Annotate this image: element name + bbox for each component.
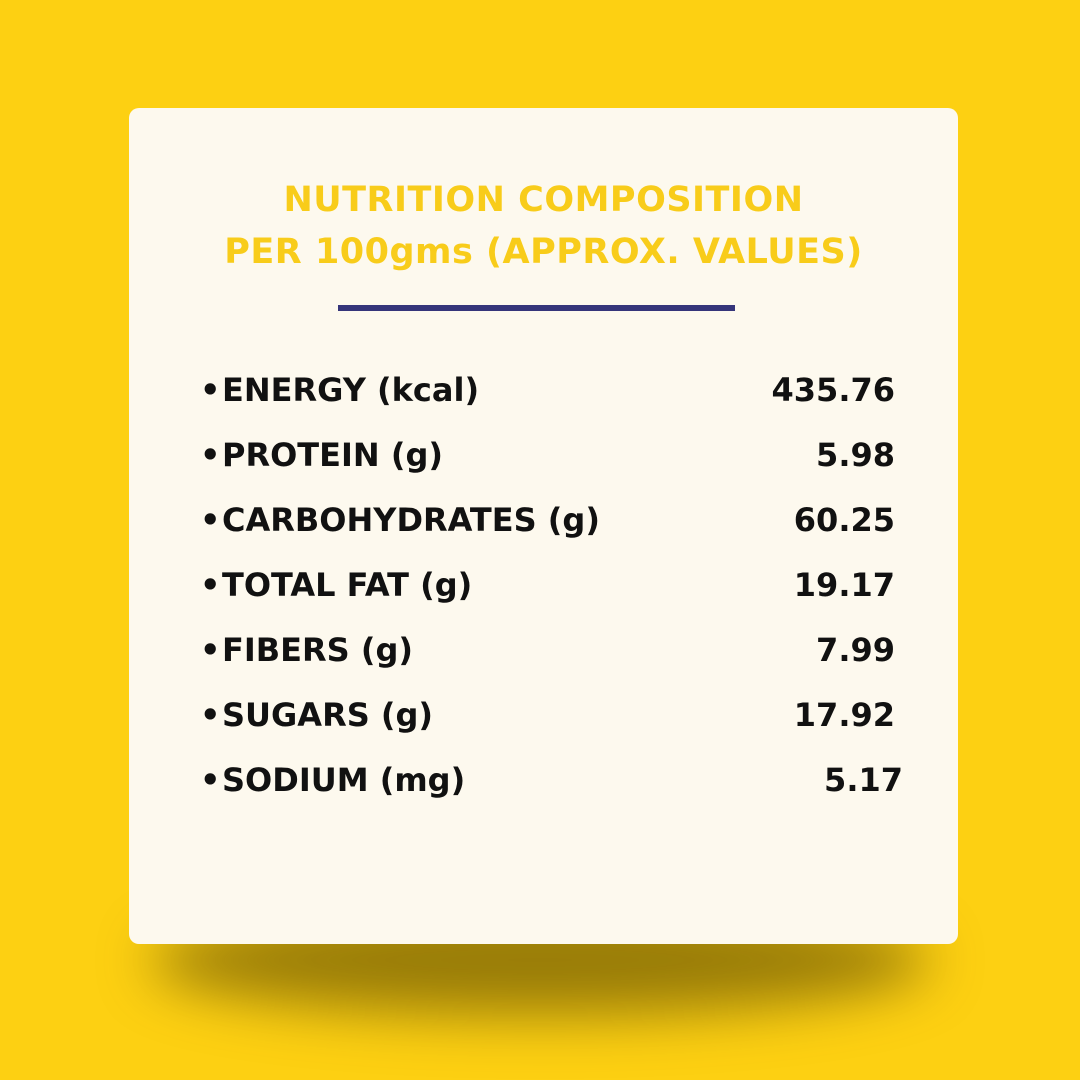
- nutrient-value: 435.76: [771, 371, 895, 409]
- nutrient-value: 60.25: [793, 501, 895, 539]
- bullet-icon: •: [200, 696, 221, 734]
- nutrient-row-total-fat: • TOTAL FAT (g) 19.17: [200, 560, 895, 610]
- nutrient-row-sugars: • SUGARS (g) 17.92: [200, 690, 895, 740]
- bullet-icon: •: [200, 436, 221, 474]
- bullet-icon: •: [200, 761, 221, 799]
- nutrient-label: PROTEIN (g): [222, 436, 443, 474]
- nutrient-value: 5.98: [816, 436, 895, 474]
- nutrient-row-carbohydrates: • CARBOHYDRATES (g) 60.25: [200, 495, 895, 545]
- nutrition-heading: NUTRITION COMPOSITION PER 100gms (APPROX…: [129, 174, 958, 278]
- nutrient-value: 17.92: [793, 696, 895, 734]
- nutrition-card: NUTRITION COMPOSITION PER 100gms (APPROX…: [129, 108, 958, 944]
- bullet-icon: •: [200, 566, 221, 604]
- nutrient-row-sodium: • SODIUM (mg) 5.17: [200, 755, 903, 805]
- bullet-icon: •: [200, 631, 221, 669]
- heading-divider: [338, 305, 735, 311]
- bullet-icon: •: [200, 371, 221, 409]
- heading-line-2: PER 100gms (APPROX. VALUES): [224, 232, 863, 272]
- nutrient-value: 7.99: [816, 631, 895, 669]
- heading-line-1: NUTRITION COMPOSITION: [283, 180, 804, 220]
- nutrient-label: ENERGY (kcal): [222, 371, 480, 409]
- nutrient-value: 19.17: [793, 566, 895, 604]
- nutrient-label: SODIUM (mg): [222, 761, 466, 799]
- nutrient-row-fibers: • FIBERS (g) 7.99: [200, 625, 895, 675]
- bullet-icon: •: [200, 501, 221, 539]
- nutrient-label: TOTAL FAT (g): [222, 566, 473, 604]
- nutrient-label: CARBOHYDRATES (g): [222, 501, 600, 539]
- nutrient-value: 5.17: [824, 761, 903, 799]
- nutrient-label: FIBERS (g): [222, 631, 413, 669]
- nutrient-row-energy: • ENERGY (kcal) 435.76: [200, 365, 895, 415]
- nutrient-row-protein: • PROTEIN (g) 5.98: [200, 430, 895, 480]
- nutrient-label: SUGARS (g): [222, 696, 434, 734]
